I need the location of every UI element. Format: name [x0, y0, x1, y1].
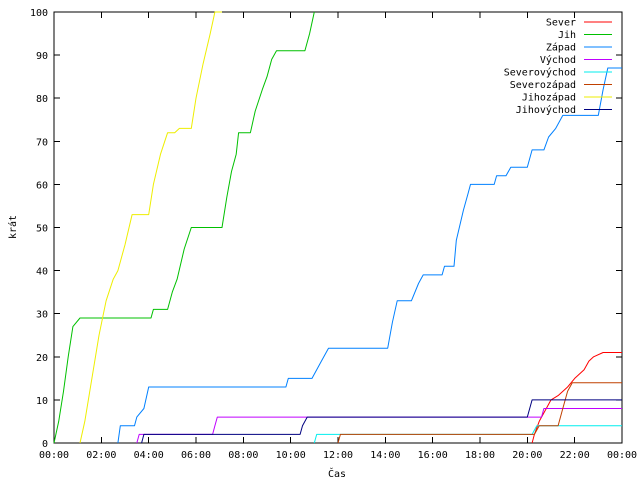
y-tick-label: 100	[30, 8, 48, 19]
x-tick-label: 20:00	[512, 450, 542, 461]
series-line-0	[531, 352, 622, 444]
x-tick-label: 04:00	[134, 450, 164, 461]
legend-label-0: Sever	[546, 18, 576, 29]
series-lines	[53, 11, 622, 444]
legend-label-6: Jihozápad	[522, 92, 576, 104]
x-tick-label: 14:00	[370, 450, 400, 461]
legend: SeverJihZápadVýchodSeverovýchodSeverozáp…	[504, 18, 612, 116]
x-axis-label: Čas	[328, 467, 346, 480]
series-line-2	[117, 67, 622, 444]
legend-label-4: Severovýchod	[504, 67, 576, 79]
y-tick-label: 0	[42, 439, 48, 450]
legend-label-5: Severozápad	[510, 79, 576, 91]
series-line-6	[79, 11, 222, 444]
legend-label-1: Jih	[558, 30, 576, 41]
x-tick-label: 10:00	[276, 450, 306, 461]
legend-label-2: Západ	[546, 42, 576, 54]
y-tick-label: 50	[36, 224, 48, 235]
x-tick-label: 02:00	[86, 450, 116, 461]
series-line-7	[141, 399, 622, 444]
y-tick-label: 80	[36, 94, 48, 105]
y-tick-label: 90	[36, 51, 48, 62]
x-axis-ticks: 00:00 02:00 04:00 06:00 08:00 10:00 12:00 14:00…	[39, 12, 637, 461]
y-tick-label: 60	[36, 180, 48, 191]
y-tick-label: 30	[36, 310, 48, 321]
legend-label-3: Východ	[540, 54, 576, 66]
x-tick-label: 00:00	[607, 450, 637, 461]
y-axis-label: krát	[7, 215, 19, 239]
x-tick-label: 16:00	[418, 450, 448, 461]
x-tick-label: 00:00	[39, 450, 69, 461]
x-tick-label: 18:00	[465, 450, 495, 461]
series-line-1	[53, 11, 315, 444]
y-tick-label: 20	[36, 353, 48, 364]
y-axis-ticks: 0 10 20 30 40 50 60 70 80 90 100	[30, 8, 622, 450]
series-line-5	[337, 382, 622, 444]
y-tick-label: 40	[36, 267, 48, 278]
x-tick-label: 08:00	[228, 450, 258, 461]
x-tick-label: 12:00	[323, 450, 353, 461]
x-tick-label: 06:00	[181, 450, 211, 461]
y-tick-label: 70	[36, 137, 48, 148]
y-tick-label: 10	[36, 396, 48, 407]
x-tick-label: 22:00	[560, 450, 590, 461]
legend-label-7: Jihovýchod	[516, 104, 576, 116]
